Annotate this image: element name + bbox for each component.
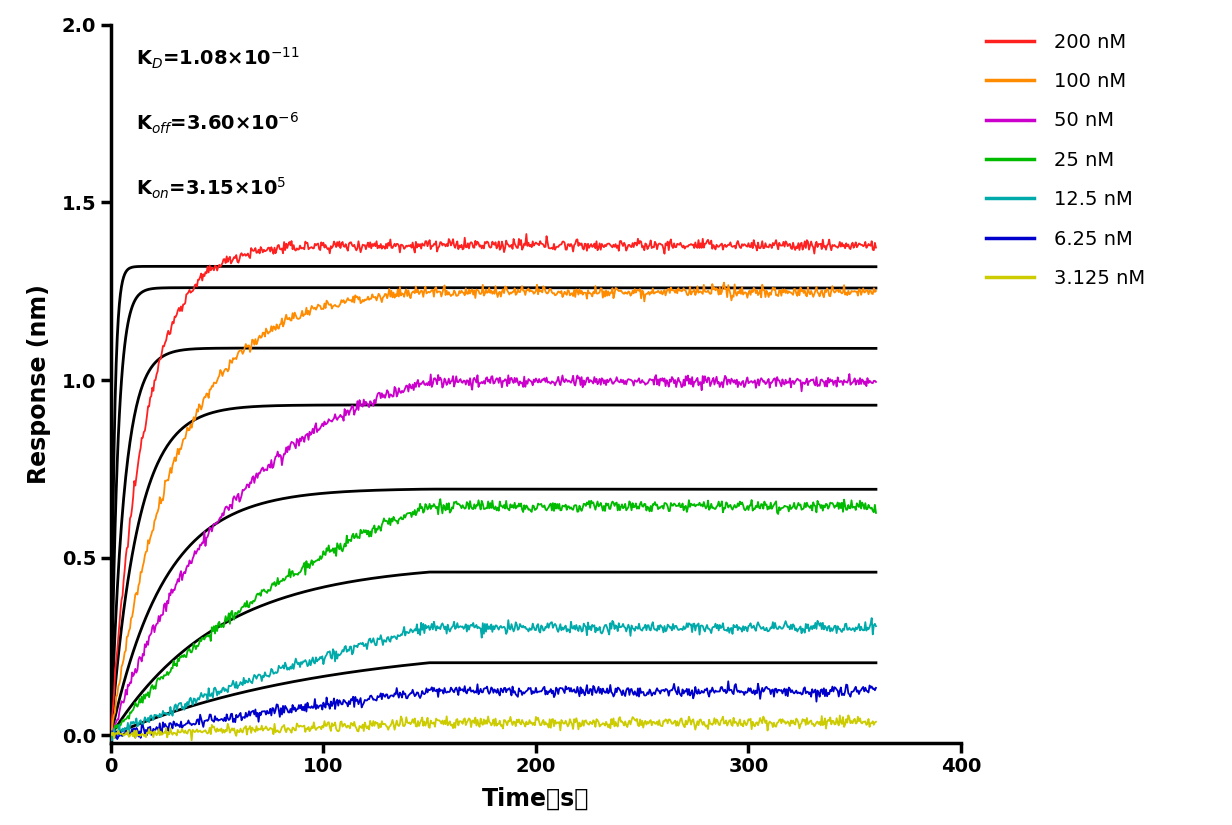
3.125 nM	[480, 711, 495, 721]
Text: K$_{on}$=3.15×10$^5$: K$_{on}$=3.15×10$^5$	[137, 176, 287, 200]
Text: K$_{off}$=3.60×10$^{-6}$: K$_{off}$=3.60×10$^{-6}$	[137, 111, 299, 136]
200 nM	[800, 235, 814, 245]
200 nM	[271, 240, 286, 250]
6.25 nM	[869, 683, 883, 693]
3.125 nM	[185, 735, 200, 745]
25 nM	[801, 501, 816, 511]
100 nM	[869, 286, 883, 296]
Legend: 200 nM, 100 nM, 50 nM, 25 nM, 12.5 nM, 6.25 nM, 3.125 nM: 200 nM, 100 nM, 50 nM, 25 nM, 12.5 nM, 6…	[978, 25, 1153, 296]
6.25 nM	[721, 676, 736, 686]
25 nM	[105, 733, 120, 743]
12.5 nM	[480, 624, 495, 634]
50 nM	[841, 369, 856, 379]
6.25 nM	[110, 734, 124, 744]
3.125 nM	[800, 713, 814, 723]
50 nM	[554, 375, 569, 385]
25 nM	[432, 494, 447, 504]
100 nM	[105, 726, 120, 736]
12.5 nM	[103, 733, 118, 742]
3.125 nM	[272, 728, 287, 738]
50 nM	[869, 377, 883, 387]
6.25 nM	[631, 683, 646, 693]
50 nM	[271, 452, 286, 462]
25 nM	[869, 508, 883, 518]
3.125 nM	[841, 710, 856, 720]
Y-axis label: Response (nm): Response (nm)	[27, 284, 51, 483]
Text: K$_D$=1.08×10$^{-11}$: K$_D$=1.08×10$^{-11}$	[137, 46, 301, 72]
12.5 nM	[865, 613, 880, 623]
25 nM	[632, 504, 647, 514]
50 nM	[103, 733, 118, 743]
200 nM	[479, 237, 494, 247]
100 nM	[306, 303, 320, 313]
X-axis label: Time（s）: Time（s）	[482, 787, 590, 811]
100 nM	[631, 285, 646, 295]
50 nM	[304, 428, 319, 438]
50 nM	[479, 372, 494, 382]
100 nM	[801, 282, 816, 292]
3.125 nM	[556, 717, 570, 727]
3.125 nM	[631, 720, 646, 730]
6.25 nM	[801, 687, 816, 697]
3.125 nM	[869, 717, 883, 727]
200 nM	[869, 243, 883, 252]
100 nM	[480, 287, 495, 297]
25 nM	[482, 503, 496, 513]
200 nM	[631, 233, 646, 243]
12.5 nM	[800, 623, 814, 633]
6.25 nM	[480, 686, 495, 696]
100 nM	[272, 319, 287, 329]
200 nM	[519, 229, 533, 239]
12.5 nM	[556, 623, 570, 633]
3.125 nM	[306, 724, 320, 733]
12.5 nM	[631, 624, 646, 634]
12.5 nM	[306, 653, 320, 662]
Line: 25 nM: 25 nM	[111, 499, 876, 738]
100 nM	[103, 724, 118, 734]
25 nM	[272, 577, 287, 587]
100 nM	[717, 278, 732, 288]
Line: 100 nM: 100 nM	[111, 283, 876, 731]
200 nM	[556, 237, 570, 247]
100 nM	[556, 292, 570, 302]
200 nM	[304, 243, 319, 252]
50 nM	[798, 377, 813, 387]
25 nM	[103, 729, 118, 739]
6.25 nM	[272, 712, 287, 722]
6.25 nM	[103, 728, 118, 738]
Line: 200 nM: 200 nM	[111, 234, 876, 736]
Line: 50 nM: 50 nM	[111, 374, 876, 738]
Line: 3.125 nM: 3.125 nM	[111, 715, 876, 740]
25 nM	[556, 502, 570, 512]
25 nM	[306, 560, 320, 570]
Line: 12.5 nM: 12.5 nM	[111, 618, 876, 741]
Line: 6.25 nM: 6.25 nM	[111, 681, 876, 739]
6.25 nM	[306, 703, 320, 713]
6.25 nM	[556, 683, 570, 693]
12.5 nM	[272, 662, 287, 672]
50 nM	[630, 377, 644, 387]
12.5 nM	[869, 621, 883, 631]
200 nM	[103, 731, 118, 741]
12.5 nM	[105, 736, 120, 746]
3.125 nM	[103, 728, 118, 738]
